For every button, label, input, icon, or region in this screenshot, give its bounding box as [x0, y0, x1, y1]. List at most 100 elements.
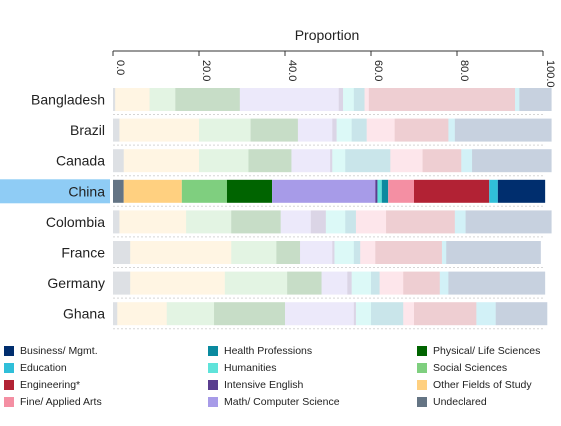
legend-item: Education: [4, 361, 67, 375]
bar-segment: [115, 88, 150, 111]
bar-segment: [250, 118, 298, 142]
legend-swatch: [417, 380, 427, 390]
highlight-label-background: [0, 179, 110, 204]
bar-segment: [377, 179, 382, 203]
bar-segment: [454, 210, 466, 234]
bar-segment: [388, 179, 414, 203]
category-label: Bangladesh: [31, 92, 105, 108]
legend-item: Health Professions: [208, 344, 312, 358]
bar-segment: [439, 271, 449, 295]
bar-segment: [113, 149, 124, 173]
legend-label: Humanities: [224, 362, 277, 374]
category-label: Brazil: [70, 122, 105, 138]
bar-segment: [130, 271, 225, 295]
legend-item: Undeclared: [417, 395, 487, 409]
bar-segment: [330, 149, 333, 173]
bar-segment: [113, 88, 116, 111]
bar-segment: [199, 149, 249, 173]
legend-item: Math/ Computer Science: [208, 395, 340, 409]
bar-segment: [353, 88, 365, 111]
legend-item: Business/ Mgmt.: [4, 344, 98, 358]
bar-segment: [214, 302, 285, 326]
bar-segment: [113, 210, 120, 234]
bar-segment: [351, 271, 371, 295]
bar-segment: [364, 88, 369, 111]
bar-segment: [345, 210, 356, 234]
bar-segment: [403, 271, 440, 295]
legend-swatch: [4, 363, 14, 373]
bar-segment: [375, 179, 378, 203]
x-tick-label: 60.0: [372, 60, 384, 81]
category-label: Germany: [47, 275, 105, 291]
bar-segment: [199, 118, 251, 142]
bar-segment: [351, 118, 367, 142]
category-label: Canada: [56, 153, 105, 169]
bar-segment: [446, 241, 541, 264]
bar-segment: [360, 241, 376, 264]
x-tick-label: 100.0: [544, 60, 556, 88]
legend-item: Physical/ Life Sciences: [417, 344, 540, 358]
bar-segment: [325, 210, 346, 234]
bar-segment: [497, 179, 546, 203]
legend-swatch: [4, 380, 14, 390]
legend: Business/ Mgmt. Health Professions Physica…: [0, 340, 561, 426]
bar-segment: [353, 241, 361, 264]
bar-segment: [276, 241, 301, 264]
bar-segment: [347, 271, 352, 295]
bar-segment: [394, 118, 449, 142]
legend-swatch: [417, 397, 427, 407]
x-tick-label: 80.0: [458, 60, 470, 81]
bar-segment: [368, 88, 516, 111]
legend-label: Fine/ Applied Arts: [20, 396, 102, 408]
x-tick-label: 0.0: [114, 60, 126, 75]
bar-segment: [297, 118, 333, 142]
bar-segment: [371, 302, 404, 326]
bar-segment: [332, 149, 346, 173]
bar-segment: [310, 210, 326, 234]
bar-segment: [300, 241, 333, 264]
bar-segment: [366, 118, 395, 142]
bar-segment: [448, 118, 455, 142]
bar-segment: [515, 88, 520, 111]
legend-label: Math/ Computer Science: [224, 396, 340, 408]
bar-segment: [224, 271, 288, 295]
legend-item: Engineering*: [4, 378, 80, 392]
bar-segment: [422, 149, 462, 173]
bar-segment: [390, 149, 423, 173]
bar-segment: [448, 271, 546, 295]
bar-segment: [231, 241, 277, 264]
legend-label: Social Sciences: [433, 362, 508, 374]
bar-segment: [461, 149, 473, 173]
legend-item: Humanities: [208, 361, 277, 375]
bar-segment: [441, 241, 447, 264]
bar-segment: [472, 149, 552, 173]
bar-segment: [113, 302, 118, 326]
bar-segment: [166, 302, 215, 326]
bar-segment: [414, 302, 477, 326]
legend-swatch: [417, 346, 427, 356]
bar-segment: [343, 88, 354, 111]
bar-segment: [272, 179, 376, 203]
bar-segment: [336, 118, 352, 142]
bar-segment: [353, 302, 356, 326]
bar-segment: [119, 210, 187, 234]
category-label: China: [68, 183, 105, 199]
bar-segment: [291, 149, 331, 173]
bar-segment: [371, 271, 380, 295]
bar-segment: [175, 88, 240, 111]
bar-segment: [454, 118, 552, 142]
stacked-bar-chart: Proportion 0.0 20.0 40.0 60.0 80.0 100.0 Bang…: [0, 27, 556, 330]
x-tick-label: 40.0: [286, 60, 298, 81]
bar-segment: [465, 210, 552, 234]
legend-label: Health Professions: [224, 345, 313, 357]
bar-segment: [381, 179, 389, 203]
category-label: France: [61, 245, 105, 261]
bar-segment: [239, 88, 339, 111]
bar-segment: [345, 149, 391, 173]
bar-segment: [355, 302, 371, 326]
legend-item: Intensive English: [208, 378, 303, 392]
bar-segment: [476, 302, 496, 326]
bar-segment: [226, 179, 273, 203]
bar-segment: [332, 241, 335, 264]
legend-swatch: [4, 397, 14, 407]
